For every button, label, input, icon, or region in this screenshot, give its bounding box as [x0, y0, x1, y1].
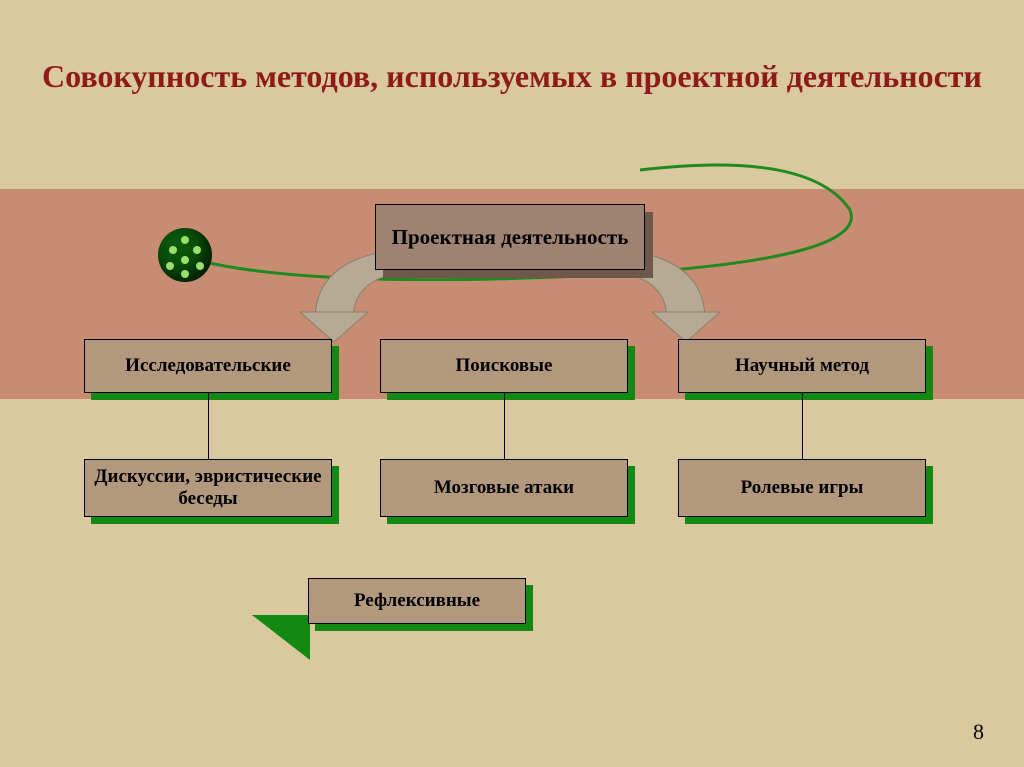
row1-box-2: Научный метод	[678, 339, 926, 393]
connector-1	[504, 393, 505, 459]
row2-box-1: Мозговые атаки	[380, 459, 628, 517]
connector-0	[208, 393, 209, 459]
row1-label-1: Поисковые	[456, 355, 553, 377]
row2-box-2: Ролевые игры	[678, 459, 926, 517]
bottom-box-label: Рефлексивные	[354, 590, 480, 612]
ball-ornament	[158, 228, 212, 282]
row1-box-1: Поисковые	[380, 339, 628, 393]
page-number: 8	[973, 719, 984, 745]
row1-label-0: Исследовательские	[125, 355, 291, 377]
row2-box-0: Дискуссии, эвристические беседы	[84, 459, 332, 517]
row1-box-0: Исследовательские	[84, 339, 332, 393]
slide: Совокупность методов, используемых в про…	[0, 0, 1024, 767]
connector-2	[802, 393, 803, 459]
root-box-label: Проектная деятельность	[392, 225, 629, 250]
row2-label-2: Ролевые игры	[741, 477, 864, 499]
row1-label-2: Научный метод	[735, 355, 869, 377]
root-box: Проектная деятельность	[375, 204, 645, 270]
row2-label-0: Дискуссии, эвристические беседы	[93, 466, 323, 510]
slide-title: Совокупность методов, используемых в про…	[0, 58, 1024, 95]
bottom-box: Рефлексивные	[308, 578, 526, 624]
row2-label-1: Мозговые атаки	[434, 477, 574, 499]
